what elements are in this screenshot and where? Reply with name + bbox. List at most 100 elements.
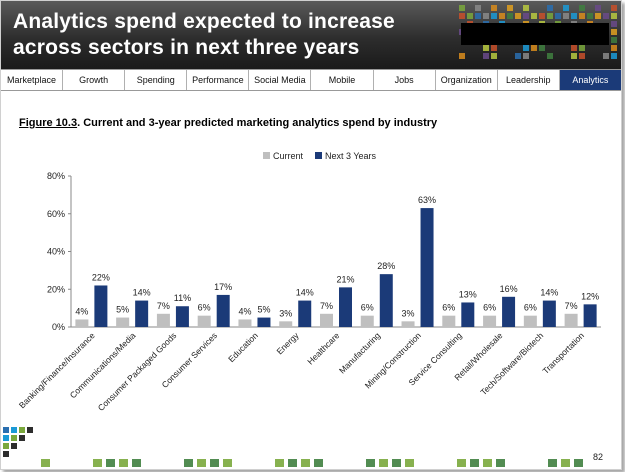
data-label: 21% bbox=[336, 274, 354, 284]
tab-growth[interactable]: Growth bbox=[63, 70, 126, 90]
deco-square bbox=[496, 459, 505, 467]
deco-square bbox=[531, 45, 537, 51]
bar-current bbox=[238, 319, 252, 327]
bar-next-3-years bbox=[175, 306, 189, 327]
deco-square bbox=[106, 459, 115, 467]
bar-next-3-years bbox=[542, 300, 556, 327]
deco-square bbox=[507, 13, 513, 19]
bar-next-3-years bbox=[502, 296, 516, 327]
chart-legend: Current Next 3 Years bbox=[263, 151, 377, 161]
legend-label: Current bbox=[273, 151, 304, 161]
tab-mobile[interactable]: Mobile bbox=[311, 70, 374, 90]
bar-next-3-years bbox=[583, 304, 597, 327]
deco-square bbox=[611, 29, 617, 35]
bar-next-3-years bbox=[135, 300, 149, 327]
deco-square bbox=[467, 13, 473, 19]
data-label: 5% bbox=[257, 305, 270, 315]
tab-leadership[interactable]: Leadership bbox=[498, 70, 560, 90]
data-label: 14% bbox=[133, 288, 151, 298]
tab-jobs[interactable]: Jobs bbox=[374, 70, 436, 90]
deco-square bbox=[561, 459, 570, 467]
data-label: 3% bbox=[402, 308, 415, 318]
deco-square bbox=[579, 45, 585, 51]
data-label: 22% bbox=[92, 272, 110, 282]
slide-title: Analytics spend expected to increase acr… bbox=[13, 9, 443, 61]
page-number: 82 bbox=[593, 452, 604, 462]
data-label: 6% bbox=[361, 303, 374, 313]
deco-square bbox=[611, 5, 617, 11]
deco-square bbox=[3, 435, 9, 441]
bar-current bbox=[156, 313, 170, 327]
title-line-1: Analytics spend expected to increase bbox=[13, 10, 395, 33]
deco-square bbox=[93, 459, 102, 467]
bar-next-3-years bbox=[339, 287, 352, 327]
deco-square bbox=[483, 459, 492, 467]
deco-square bbox=[119, 459, 128, 467]
figure-caption: . Current and 3-year predicted marketing… bbox=[77, 117, 438, 129]
deco-square bbox=[475, 13, 481, 19]
deco-square bbox=[3, 427, 9, 433]
bar-next-3-years bbox=[257, 317, 271, 327]
deco-square bbox=[379, 459, 388, 467]
title-line-2: across sectors in next three years bbox=[13, 36, 360, 59]
x-tick-label: Consumer Packaged Goods bbox=[96, 330, 179, 413]
figure-title: Figure 10.3. Current and 3-year predicte… bbox=[19, 117, 437, 129]
deco-square bbox=[571, 45, 577, 51]
x-tick-label: Manufacturing bbox=[337, 330, 382, 375]
data-label: 6% bbox=[198, 303, 211, 313]
tab-marketplace[interactable]: Marketplace bbox=[1, 70, 64, 90]
deco-square bbox=[611, 53, 617, 59]
y-tick-label: 20% bbox=[47, 284, 65, 294]
deco-square bbox=[41, 459, 50, 467]
deco-square bbox=[301, 459, 310, 467]
data-label: 4% bbox=[75, 306, 88, 316]
data-label: 7% bbox=[320, 301, 333, 311]
deco-square bbox=[539, 45, 545, 51]
deco-square bbox=[571, 53, 577, 59]
bar-next-3-years bbox=[94, 285, 108, 327]
deco-square bbox=[611, 21, 617, 27]
deco-square bbox=[611, 13, 617, 19]
deco-square bbox=[491, 45, 497, 51]
deco-square bbox=[491, 13, 497, 19]
data-label: 28% bbox=[377, 261, 395, 271]
deco-square bbox=[457, 459, 466, 467]
y-tick-label: 80% bbox=[47, 171, 65, 181]
data-label: 14% bbox=[296, 288, 314, 298]
deco-square bbox=[579, 13, 585, 19]
tab-spending[interactable]: Spending bbox=[125, 70, 188, 90]
y-tick-label: 0% bbox=[52, 322, 65, 332]
data-label: 5% bbox=[116, 305, 129, 315]
bar-next-3-years bbox=[420, 208, 434, 327]
deco-square bbox=[523, 45, 529, 51]
deco-square bbox=[603, 13, 609, 19]
tab-analytics[interactable]: Analytics bbox=[559, 70, 621, 90]
footer-decoration bbox=[3, 427, 583, 467]
bar-current bbox=[401, 321, 415, 327]
deco-square bbox=[184, 459, 193, 467]
tab-social-media[interactable]: Social Media bbox=[249, 70, 312, 90]
deco-square bbox=[459, 53, 465, 59]
tab-organization[interactable]: Organization bbox=[436, 70, 498, 90]
data-label: 13% bbox=[459, 289, 477, 299]
deco-square bbox=[563, 5, 569, 11]
y-tick-label: 40% bbox=[47, 247, 65, 257]
bar-current bbox=[483, 315, 497, 327]
deco-square bbox=[11, 435, 17, 441]
tab-performance[interactable]: Performance bbox=[187, 70, 250, 90]
deco-square bbox=[19, 427, 25, 433]
bar-current bbox=[116, 317, 130, 327]
deco-square bbox=[531, 13, 537, 19]
deco-square bbox=[507, 5, 513, 11]
deco-square bbox=[539, 13, 545, 19]
bar-current bbox=[197, 315, 211, 327]
bar-current bbox=[75, 319, 89, 327]
deco-square bbox=[483, 45, 489, 51]
data-label: 3% bbox=[279, 308, 292, 318]
data-label: 6% bbox=[483, 303, 496, 313]
header-black-box bbox=[461, 23, 609, 45]
legend-swatch bbox=[315, 152, 322, 159]
deco-square bbox=[459, 5, 465, 11]
deco-square bbox=[595, 5, 601, 11]
